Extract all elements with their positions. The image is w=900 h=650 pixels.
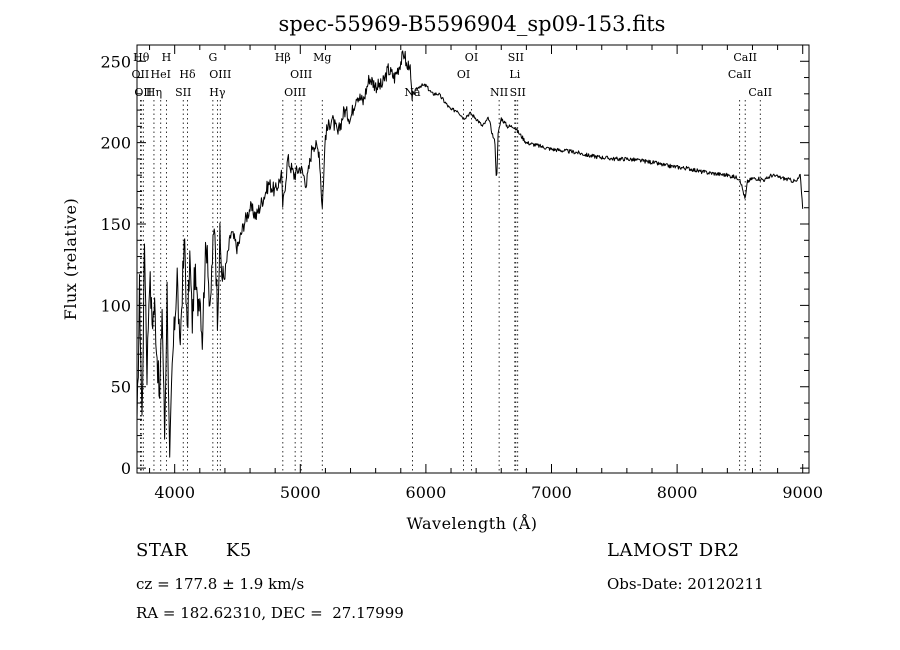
line-marker-label: Hγ — [209, 86, 226, 99]
line-marker-label: Li — [509, 68, 520, 81]
plot-frame — [136, 44, 810, 474]
line-marker-label: CaII — [748, 86, 772, 99]
x-tick-label: 4000 — [154, 483, 195, 502]
line-marker-label: OIII — [290, 68, 312, 81]
y-tick-label: 250 — [100, 52, 131, 71]
line-marker-label: OI — [457, 68, 470, 81]
x-tick-label: 7000 — [531, 483, 572, 502]
line-marker-label: G — [208, 51, 217, 64]
line-marker-label: Mg — [313, 51, 331, 64]
x-tick-label: 8000 — [657, 483, 698, 502]
line-marker-label: CaII — [728, 68, 752, 81]
x-tick-label: 5000 — [280, 483, 321, 502]
x-tick-label: 6000 — [406, 483, 447, 502]
line-marker-label: SII — [510, 86, 526, 99]
line-marker-label: CaII — [733, 51, 757, 64]
line-marker-label: OI — [465, 51, 478, 64]
survey-label: LAMOST DR2 — [607, 540, 740, 561]
line-marker-label: Hθ — [133, 51, 150, 64]
redshift-text: cz = 177.8 ± 1.9 km/s — [136, 575, 305, 593]
object-class: STAR K5 — [136, 540, 252, 561]
line-marker-label: SII — [175, 86, 191, 99]
y-tick-label: 200 — [100, 134, 131, 153]
class-label: STAR — [136, 540, 188, 561]
x-axis-title: Wavelength (Å) — [406, 513, 537, 533]
obs-date-text: Obs-Date: 20120211 — [607, 575, 764, 593]
y-axis-title: Flux (relative) — [61, 198, 80, 320]
line-marker-label: OII — [134, 86, 152, 99]
line-marker-label: SII — [508, 51, 524, 64]
x-tick-label: 9000 — [782, 483, 823, 502]
line-marker-label: OIII — [284, 86, 306, 99]
y-tick-label: 150 — [100, 215, 131, 234]
subclass-label: K5 — [225, 540, 252, 561]
line-marker-label: Hδ — [179, 68, 196, 81]
line-marker-label: OII — [132, 68, 150, 81]
y-tick-label: 100 — [100, 296, 131, 315]
y-tick-label: 0 — [121, 459, 131, 478]
chart-title: spec-55969-B5596904_sp09-153.fits — [279, 12, 666, 36]
line-marker-label: Hβ — [275, 51, 291, 64]
axis-ticks: 4000 5000 6000 7000 8000 9000 0 50 100 150 200 250 — [100, 45, 823, 502]
spectrum-line — [136, 50, 804, 458]
line-marker-label: Hη — [146, 86, 162, 99]
line-marker-label: HeI — [151, 68, 171, 81]
coordinates-text: RA = 182.62310, DEC = 27.17999 — [136, 604, 404, 622]
spectrum-series — [136, 50, 804, 458]
line-marker-label: H — [162, 51, 172, 64]
spectral-line-markers: HθOIIOIIHηHeIHSIIHδGHγOIIIHβOIIIOIIIMgNa… — [132, 51, 772, 473]
line-marker-label: OIII — [209, 68, 231, 81]
line-marker-label: NII — [490, 86, 508, 99]
y-tick-label: 50 — [111, 378, 131, 397]
